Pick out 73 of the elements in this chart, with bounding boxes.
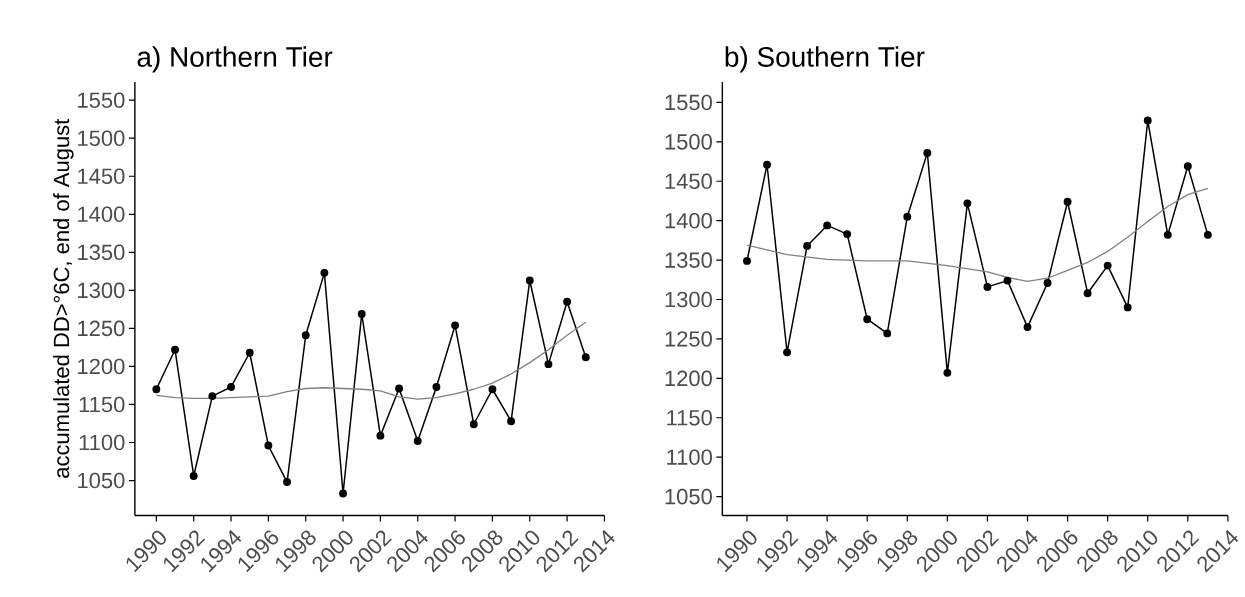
- y-tick-label: 1500: [78, 130, 125, 146]
- point: [432, 382, 441, 391]
- point: [1103, 261, 1112, 270]
- point: [1123, 303, 1132, 312]
- point: [376, 431, 385, 440]
- y-tick-label: 1550: [665, 94, 712, 110]
- y-tick-label: 1200: [78, 358, 125, 374]
- y-tick-label: 1050: [78, 472, 125, 489]
- point: [983, 282, 992, 291]
- point: [544, 359, 553, 368]
- y-tick-label: 1300: [78, 282, 125, 298]
- point: [743, 256, 751, 265]
- point: [525, 276, 534, 285]
- point: [883, 329, 892, 338]
- point: [507, 417, 516, 425]
- point: [301, 331, 310, 339]
- point: [339, 489, 347, 498]
- point: [843, 229, 852, 238]
- point: [783, 348, 792, 357]
- y-tick-label: 1350: [78, 244, 125, 260]
- point: [152, 385, 161, 393]
- point: [189, 471, 198, 480]
- point: [803, 241, 812, 250]
- point: [227, 382, 235, 391]
- point: [923, 148, 932, 157]
- y-tick-label: 1100: [79, 434, 125, 451]
- point: [1203, 230, 1212, 239]
- point: [1023, 322, 1032, 331]
- point: [1043, 278, 1052, 287]
- y-tick-label: 1400: [665, 212, 712, 229]
- y-tick-label: 1250: [78, 320, 125, 336]
- point: [863, 315, 872, 323]
- point: [451, 321, 460, 330]
- point: [320, 268, 329, 277]
- point: [171, 345, 179, 354]
- chart-title: b) Southern Tier: [725, 46, 925, 73]
- point: [283, 477, 291, 486]
- y-tick-label: 1250: [665, 330, 712, 347]
- point: [264, 441, 273, 450]
- y-tick-label: 1150: [667, 409, 712, 426]
- point: [903, 212, 912, 221]
- y-tick-label: 1500: [665, 133, 712, 150]
- y-axis-title: accumulated DD>°6C, end of August: [53, 118, 74, 478]
- chart-title: a) Northern Tier: [137, 46, 333, 73]
- point: [208, 391, 217, 400]
- point: [563, 297, 572, 306]
- point: [1183, 162, 1192, 171]
- point: [943, 368, 952, 377]
- y-tick-label: 1450: [78, 168, 125, 184]
- point: [1143, 116, 1152, 125]
- point: [469, 420, 478, 428]
- y-tick-label: 1100: [667, 449, 712, 465]
- y-tick-label: 1150: [79, 396, 125, 413]
- point: [395, 384, 404, 393]
- point: [963, 199, 972, 208]
- point: [763, 160, 771, 169]
- point: [581, 353, 590, 362]
- point: [1003, 276, 1012, 285]
- point: [245, 348, 254, 357]
- point: [413, 436, 422, 445]
- point: [1163, 230, 1172, 239]
- y-tick-label: 1450: [665, 173, 712, 189]
- y-tick-label: 1550: [78, 92, 125, 108]
- y-tick-label: 1350: [665, 252, 712, 268]
- y-tick-label: 1300: [665, 291, 712, 308]
- point: [1063, 197, 1072, 206]
- point: [357, 309, 366, 318]
- point: [1083, 289, 1092, 297]
- point: [488, 385, 497, 393]
- y-tick-label: 1050: [665, 488, 712, 505]
- y-tick-label: 1200: [665, 370, 712, 386]
- y-tick-label: 1400: [78, 206, 125, 222]
- point: [823, 221, 832, 230]
